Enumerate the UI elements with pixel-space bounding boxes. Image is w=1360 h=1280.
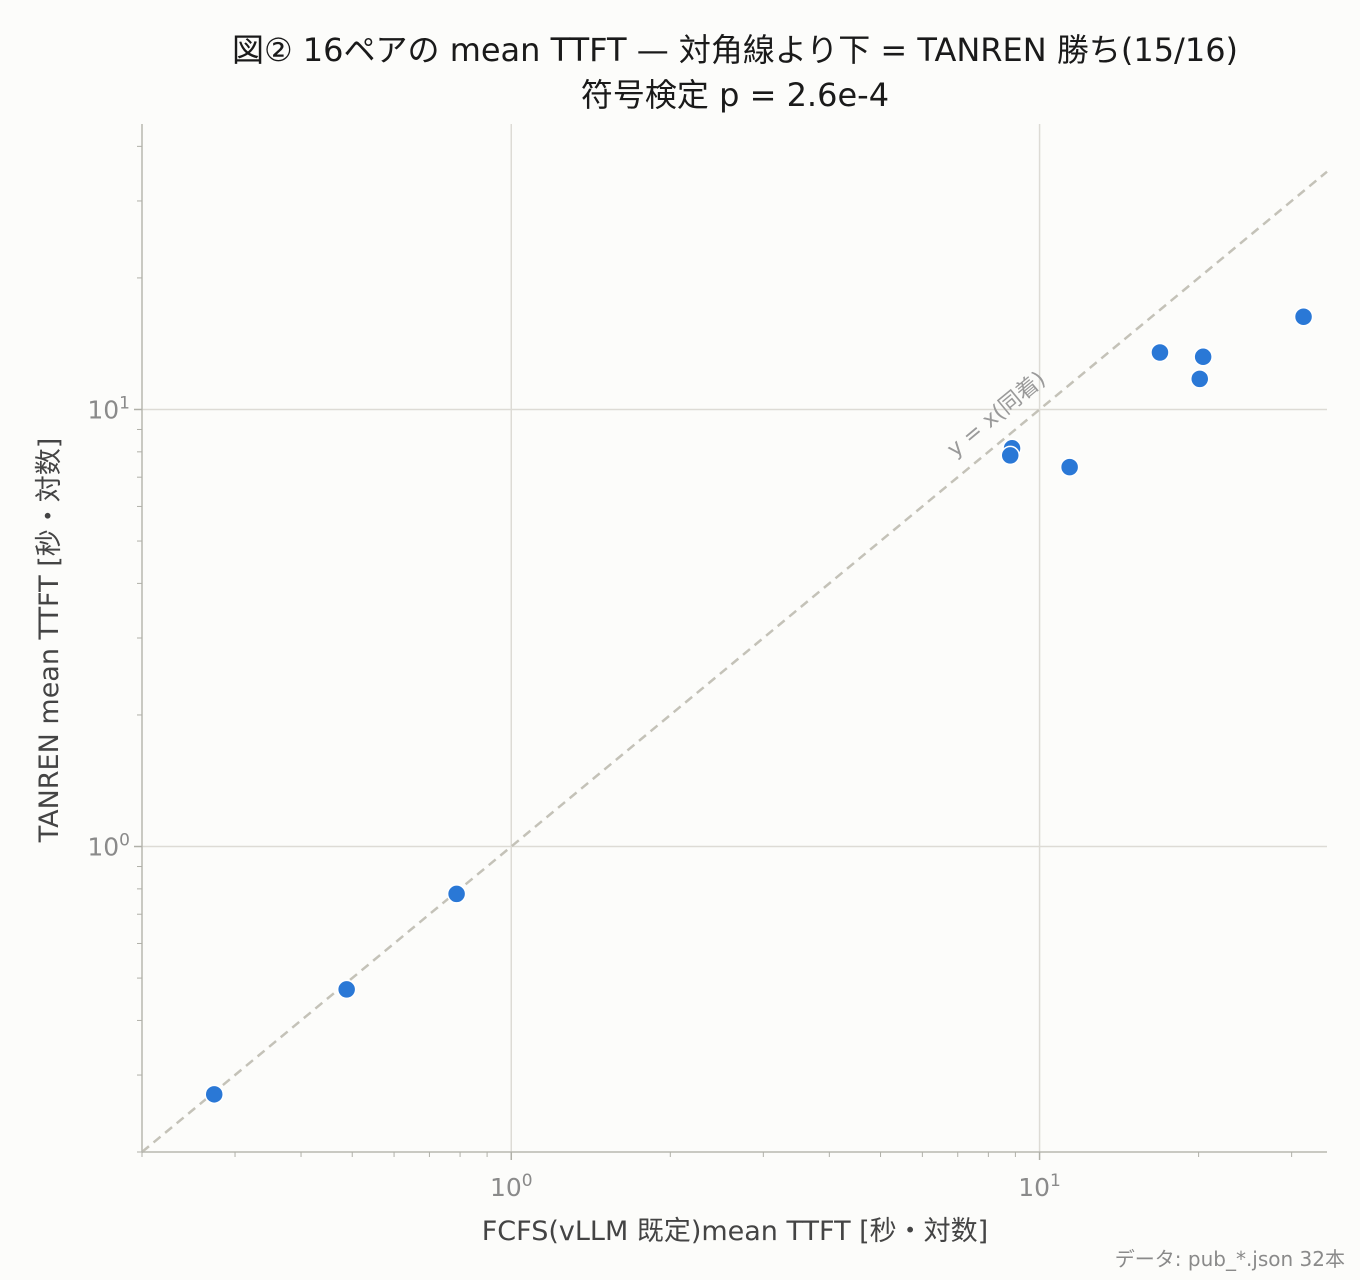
chart-title: 図② 16ペアの mean TTFT — 対角線より下 = TANREN 勝ち(… bbox=[232, 31, 1238, 69]
identity-line bbox=[141, 170, 1328, 1153]
axis-ticks: 100 101 100 101 bbox=[87, 145, 1293, 1202]
scatter-point bbox=[336, 979, 357, 1000]
y-tick-label: 100 bbox=[87, 831, 130, 862]
scatter-point bbox=[1293, 306, 1314, 327]
scatter-point bbox=[1059, 457, 1080, 477]
data-source-note: データ: pub_*.json 32本 bbox=[1115, 1247, 1345, 1271]
data-points bbox=[204, 306, 1314, 1105]
chart-subtitle: 符号検定 p = 2.6e-4 bbox=[581, 76, 889, 114]
scatter-point bbox=[1000, 445, 1020, 466]
y-tick-label: 101 bbox=[87, 393, 130, 424]
scatter-point bbox=[1189, 369, 1210, 389]
scatter-point bbox=[204, 1084, 224, 1105]
x-tick-label: 100 bbox=[490, 1171, 533, 1202]
scatter-point bbox=[1193, 347, 1213, 367]
scatter-point bbox=[1150, 342, 1170, 363]
x-tick-label: 101 bbox=[1018, 1171, 1061, 1202]
y-axis-label: TANREN mean TTFT [秒・対数] bbox=[34, 438, 65, 844]
gridlines bbox=[142, 124, 1327, 1152]
x-axis-label: FCFS(vLLM 既定)mean TTFT [秒・対数] bbox=[482, 1216, 988, 1247]
scatter-point bbox=[446, 884, 467, 904]
